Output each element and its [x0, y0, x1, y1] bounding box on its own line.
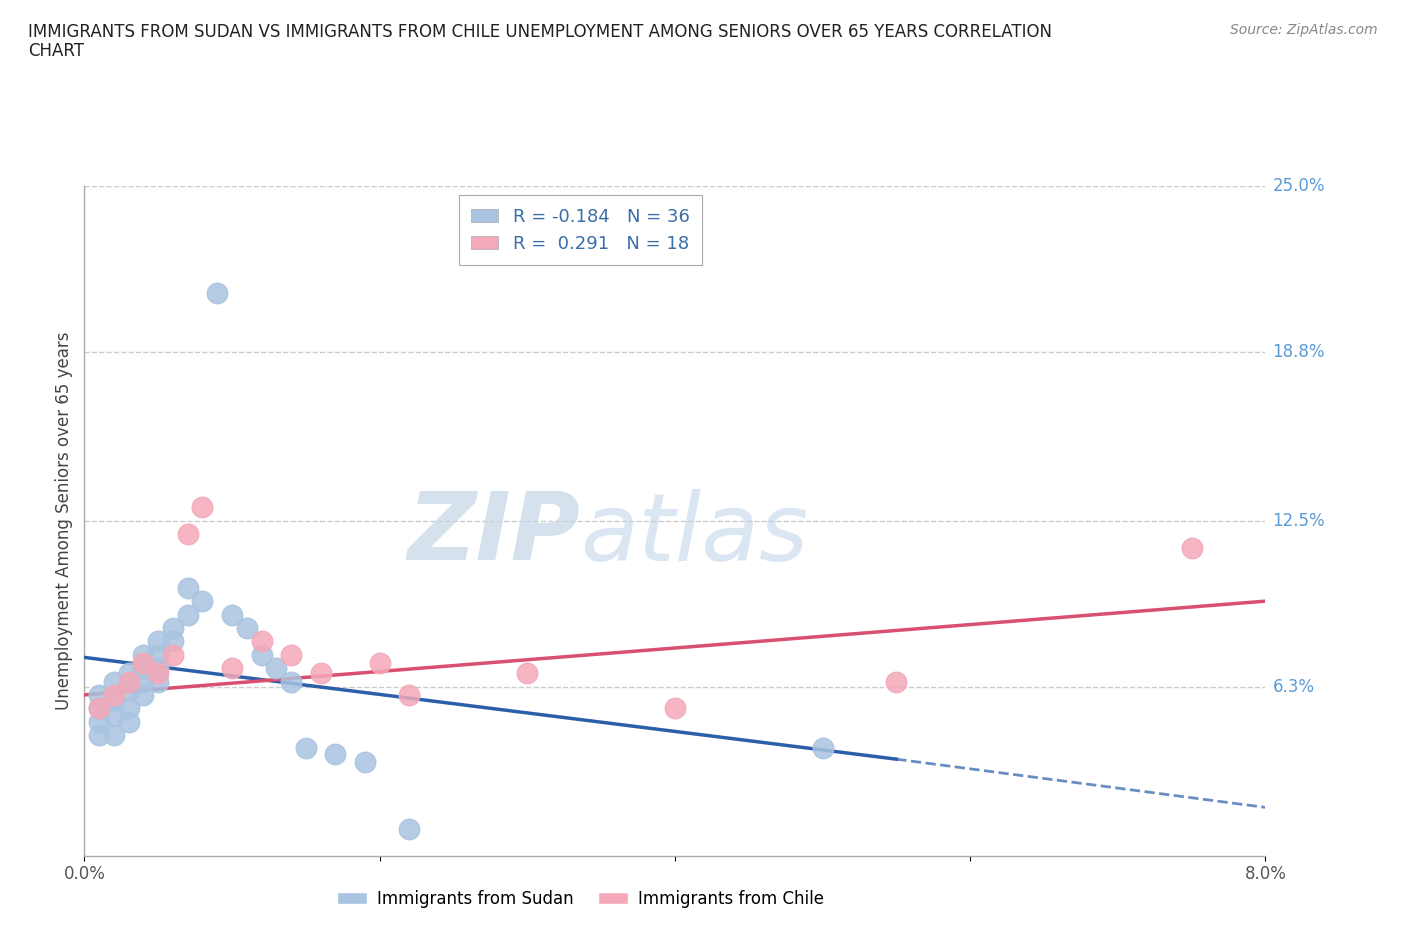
Point	[87, 714, 111, 729]
Point	[148, 634, 170, 649]
Point	[354, 754, 377, 769]
Point	[280, 647, 302, 662]
Point	[191, 593, 214, 608]
Text: CHART: CHART	[28, 42, 84, 60]
Point	[162, 647, 184, 662]
Point	[132, 687, 155, 702]
Text: IMMIGRANTS FROM SUDAN VS IMMIGRANTS FROM CHILE UNEMPLOYMENT AMONG SENIORS OVER 6: IMMIGRANTS FROM SUDAN VS IMMIGRANTS FROM…	[28, 23, 1052, 41]
Text: 12.5%: 12.5%	[1272, 512, 1324, 530]
Point	[118, 714, 141, 729]
Point	[250, 647, 273, 662]
Text: ZIP: ZIP	[408, 488, 581, 580]
Point	[235, 620, 259, 635]
Point	[516, 666, 538, 681]
Point	[132, 674, 155, 689]
Point	[132, 656, 155, 671]
Point	[132, 660, 155, 675]
Legend: Immigrants from Sudan, Immigrants from Chile: Immigrants from Sudan, Immigrants from C…	[330, 883, 831, 914]
Point	[87, 727, 111, 742]
Point	[118, 701, 141, 716]
Text: 25.0%: 25.0%	[1272, 177, 1324, 195]
Point	[103, 727, 125, 742]
Text: 18.8%: 18.8%	[1272, 343, 1324, 361]
Point	[221, 660, 243, 675]
Point	[664, 701, 686, 716]
Point	[398, 821, 420, 836]
Point	[148, 674, 170, 689]
Point	[177, 526, 200, 541]
Point	[103, 693, 125, 708]
Point	[250, 634, 273, 649]
Point	[148, 660, 170, 675]
Point	[295, 741, 318, 756]
Point	[103, 687, 125, 702]
Point	[162, 620, 184, 635]
Point	[309, 666, 332, 681]
Point	[280, 674, 302, 689]
Text: atlas: atlas	[581, 488, 808, 579]
Point	[118, 666, 141, 681]
Point	[118, 674, 141, 689]
Point	[103, 674, 125, 689]
Point	[886, 674, 908, 689]
Point	[148, 647, 170, 662]
Point	[205, 286, 228, 300]
Point	[148, 666, 170, 681]
Text: 6.3%: 6.3%	[1272, 678, 1315, 696]
Point	[323, 747, 347, 762]
Point	[87, 701, 111, 716]
Point	[1180, 540, 1202, 555]
Point	[368, 656, 391, 671]
Point	[87, 701, 111, 716]
Point	[103, 709, 125, 724]
Point	[118, 682, 141, 697]
Point	[398, 687, 420, 702]
Point	[811, 741, 834, 756]
Point	[191, 500, 214, 515]
Point	[177, 580, 200, 595]
Text: Source: ZipAtlas.com: Source: ZipAtlas.com	[1230, 23, 1378, 37]
Point	[87, 687, 111, 702]
Point	[162, 634, 184, 649]
Y-axis label: Unemployment Among Seniors over 65 years: Unemployment Among Seniors over 65 years	[55, 332, 73, 710]
Point	[221, 607, 243, 622]
Point	[132, 647, 155, 662]
Point	[177, 607, 200, 622]
Point	[264, 660, 288, 675]
